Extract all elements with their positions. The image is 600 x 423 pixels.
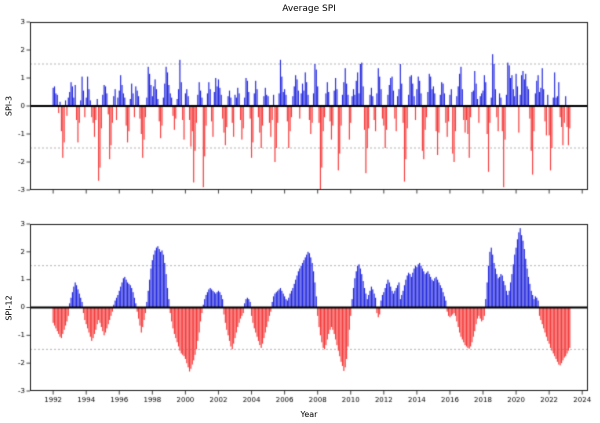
year-x-axis-label: Year bbox=[300, 410, 318, 419]
spi12-y-axis-label: SPI-12 bbox=[4, 295, 14, 321]
chart-title: Average SPI bbox=[282, 4, 336, 14]
spi3-y-axis-label: SPI-3 bbox=[4, 95, 14, 117]
